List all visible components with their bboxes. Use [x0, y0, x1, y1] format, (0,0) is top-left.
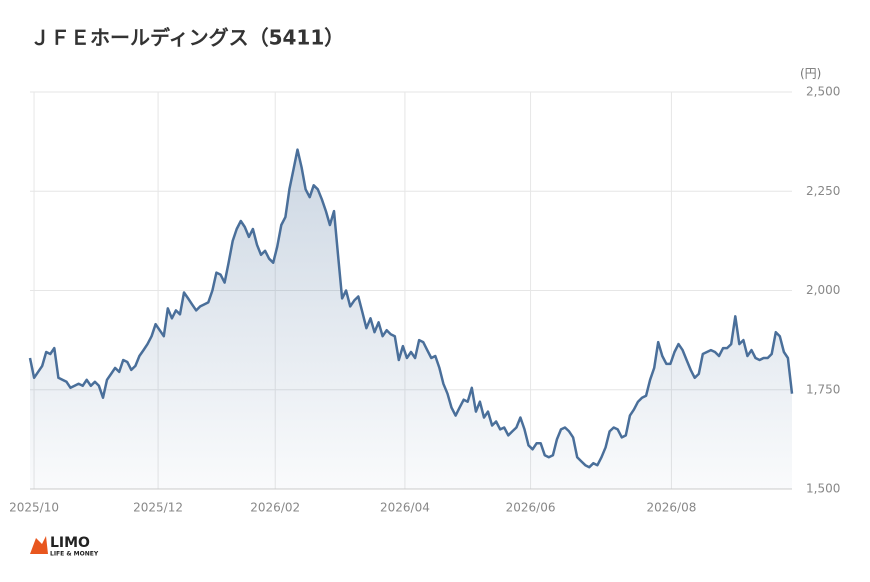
x-tick-label: 2025/12	[133, 501, 183, 515]
x-tick-label: 2026/04	[380, 501, 430, 515]
x-tick-label: 2026/06	[506, 501, 556, 515]
logo-icon	[30, 536, 48, 554]
x-tick-label: 2025/10	[9, 501, 59, 515]
line	[28, 148, 794, 469]
y-tick-label: 1,750	[806, 382, 840, 396]
x-tick-label: 2026/08	[646, 501, 696, 515]
chart-title: ＪＦＥホールディングス（5411）	[30, 26, 344, 50]
y-tick-label: 2,000	[806, 283, 840, 297]
logo-text: LIMO	[50, 535, 90, 551]
y-axis-label: (円)	[800, 67, 821, 81]
y-tick-label: 1,500	[806, 482, 840, 496]
y-tick-label: 2,500	[806, 85, 840, 99]
x-tick-label: 2026/02	[250, 501, 300, 515]
area-fill	[30, 149, 792, 489]
logo: LIMO LIFE & MONEY	[30, 535, 99, 558]
y-tick-label: 2,250	[806, 184, 840, 198]
logo-tagline: LIFE & MONEY	[50, 551, 99, 558]
